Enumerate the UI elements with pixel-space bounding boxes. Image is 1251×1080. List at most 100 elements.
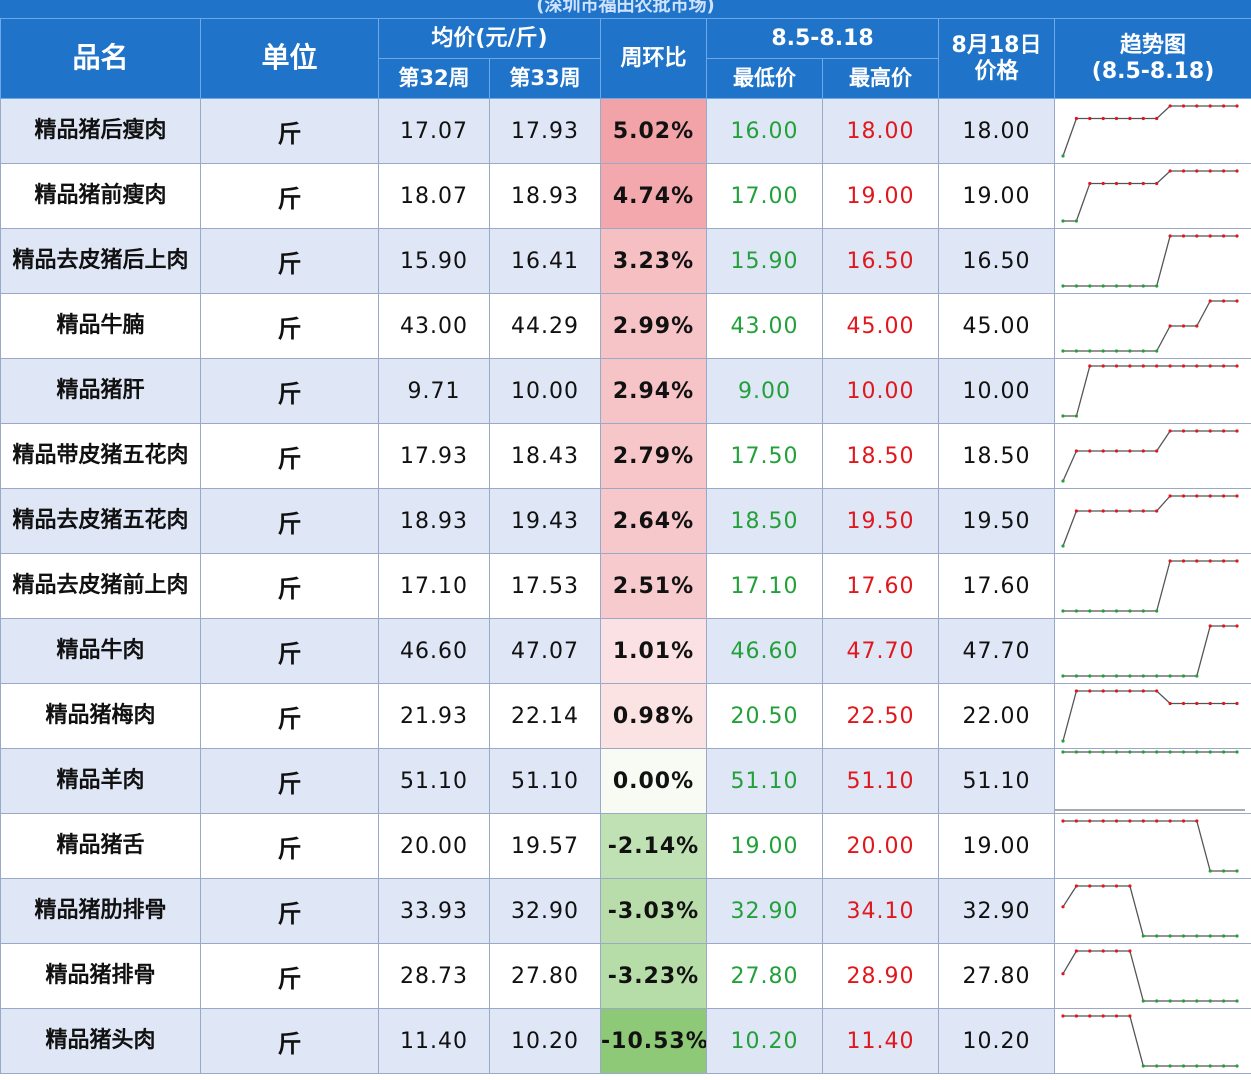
trend-point — [1088, 116, 1092, 121]
trend-point — [1235, 1064, 1239, 1068]
trend-sparkline-cell — [1054, 618, 1251, 684]
trend-point — [1128, 509, 1132, 513]
trend-point — [1155, 934, 1159, 938]
avg-week32-cell: 15.90 — [378, 228, 490, 294]
trend-point — [1128, 750, 1132, 754]
product-name-cell: 精品猪舌 — [0, 813, 201, 879]
unit-cell: 斤 — [200, 553, 379, 619]
trend-point — [1141, 364, 1145, 368]
product-name-cell: 精品猪前瘦肉 — [0, 163, 201, 229]
table-row: 精品去皮猪前上肉斤 17.10 17.53 2.51% 17.10 17.60 17.60 — [0, 553, 1251, 619]
unit-cell: 斤 — [200, 878, 379, 944]
avg-week32-cell: 17.10 — [378, 553, 490, 619]
trend-line — [1062, 495, 1238, 547]
week-over-week-cell: -3.23% — [600, 943, 707, 1009]
trend-point — [1168, 674, 1172, 678]
trend-point — [1222, 104, 1226, 108]
trend-point — [1181, 429, 1186, 433]
trend-point — [1155, 689, 1159, 693]
trend-line — [1063, 625, 1238, 677]
trend-point — [1195, 750, 1199, 754]
product-name-cell: 精品猪后瘦肉 — [0, 98, 201, 164]
trend-point — [1114, 349, 1119, 353]
unit-cell: 斤 — [200, 423, 379, 489]
trend-point — [1114, 181, 1119, 186]
table-body: 精品猪后瘦肉斤 17.07 17.93 5.02% 16.00 18.00 18.00 精品猪… — [0, 98, 1251, 1074]
trend-point — [1128, 689, 1132, 693]
trend-point — [1061, 414, 1065, 418]
trend-point — [1208, 429, 1212, 433]
unit-cell: 斤 — [200, 488, 379, 554]
trend-sparkline-cell — [1054, 488, 1251, 554]
trend-point — [1128, 116, 1132, 121]
header-date-range: 8.5-8.18 — [705, 18, 940, 59]
table-row: 精品猪头肉斤 11.40 10.20 -10.53% 10.20 11.40 10.20 — [0, 1008, 1251, 1074]
trend-point — [1208, 934, 1212, 938]
trend-point — [1235, 869, 1239, 873]
trend-point — [1168, 750, 1172, 754]
trend-point — [1235, 494, 1239, 498]
unit-cell: 斤 — [200, 748, 379, 814]
trend-point — [1155, 349, 1159, 353]
trend-point — [1141, 284, 1145, 288]
trend-point — [1101, 674, 1105, 678]
trend-point — [1141, 819, 1145, 823]
trend-point — [1235, 559, 1239, 563]
trend-point — [1061, 609, 1065, 613]
trend-point — [1074, 884, 1079, 888]
week-over-week-cell: 2.64% — [600, 488, 707, 554]
trend-sparkline — [1061, 494, 1239, 548]
week-over-week-cell: 1.01% — [600, 618, 707, 684]
avg-week32-cell: 9.71 — [378, 358, 490, 424]
trend-point — [1074, 750, 1079, 754]
unit-cell: 斤 — [200, 98, 379, 164]
trend-point — [1181, 324, 1186, 328]
trend-point — [1141, 509, 1145, 513]
trend-point — [1128, 1014, 1132, 1018]
trend-point — [1114, 116, 1119, 121]
price-aug18-cell: 10.20 — [938, 1008, 1056, 1074]
low-price-cell: 27.80 — [706, 943, 823, 1009]
trend-point — [1101, 284, 1105, 288]
trend-point — [1101, 449, 1105, 453]
trend-sparkline — [1061, 169, 1239, 223]
trend-point — [1222, 429, 1226, 433]
high-price-cell: 28.90 — [821, 943, 940, 1009]
trend-sparkline-cell — [1054, 553, 1251, 619]
trend-point — [1208, 750, 1212, 754]
trend-point — [1074, 689, 1079, 693]
trend-point — [1074, 819, 1079, 823]
trend-point — [1155, 674, 1159, 678]
trend-sparkline-cell — [1054, 163, 1251, 229]
trend-point — [1061, 819, 1065, 823]
low-price-cell: 9.00 — [706, 358, 823, 424]
trend-point — [1155, 284, 1159, 288]
trend-point — [1088, 674, 1092, 678]
trend-point — [1181, 750, 1186, 754]
table-header: 品名 单位 均价(元/斤) 周环比 8.5-8.18 8月18日 价格 趋势图 … — [0, 18, 1251, 99]
trend-line — [1062, 690, 1238, 742]
trend-point — [1141, 674, 1145, 678]
product-name-cell: 精品猪肋排骨 — [0, 878, 201, 944]
trend-point — [1181, 934, 1186, 938]
table-row: 精品牛腩斤 43.00 44.29 2.99% 43.00 45.00 45.00 — [0, 293, 1251, 359]
trend-line — [1062, 950, 1238, 1002]
avg-week32-cell: 51.10 — [378, 748, 490, 814]
trend-point — [1208, 869, 1212, 873]
trend-point — [1101, 819, 1105, 823]
trend-point — [1128, 819, 1132, 823]
trend-point — [1128, 284, 1132, 288]
trend-point — [1155, 819, 1159, 823]
trend-sparkline — [1055, 750, 1246, 811]
trend-sparkline — [1061, 884, 1239, 938]
high-price-cell: 47.70 — [821, 618, 940, 684]
trend-line — [1063, 170, 1238, 222]
high-price-cell: 20.00 — [821, 813, 940, 879]
trend-point — [1074, 1014, 1079, 1018]
high-price-cell: 19.50 — [821, 488, 940, 554]
trend-point — [1141, 181, 1145, 186]
trend-point — [1128, 609, 1132, 613]
avg-week32-cell: 43.00 — [378, 293, 490, 359]
trend-point — [1155, 609, 1159, 613]
trend-point — [1128, 884, 1132, 888]
